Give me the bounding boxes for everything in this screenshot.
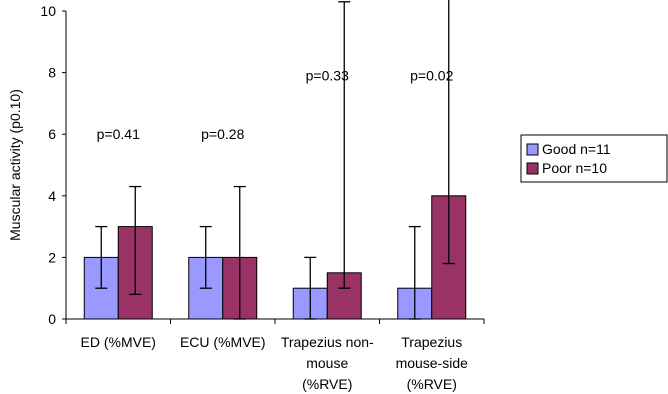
- legend-swatch-good: [526, 143, 539, 156]
- legend-swatch-poor: [526, 162, 539, 175]
- y-axis-title: Muscular activity (p0.10): [7, 89, 23, 241]
- category-label: Trapezius non-mouse (%RVE): [281, 334, 374, 392]
- category-label: ECU (%MVE): [180, 334, 266, 350]
- error-bars-layer: [95, 0, 455, 320]
- p-value-annotation: p=0.33: [306, 67, 349, 83]
- labels-layer: ED (%MVE) ECU (%MVE) Trapezius non-mouse (%…: [7, 67, 468, 392]
- p-value-annotation: p=0.02: [410, 67, 453, 83]
- category-label: ED (%MVE): [81, 334, 156, 350]
- legend-box: [520, 134, 668, 183]
- y-tick-label: 0: [48, 311, 56, 327]
- legend-label-good: Good n=11: [542, 141, 611, 157]
- category-label: Trapezius mouse-side (%RVE): [396, 334, 469, 392]
- y-tick-label: 2: [48, 249, 56, 265]
- p-value-annotation: p=0.28: [201, 126, 244, 142]
- y-tick-label: 4: [48, 188, 56, 204]
- y-tick-label: 6: [48, 126, 56, 142]
- legend-label-poor: Poor n=10: [542, 160, 607, 176]
- y-tick-label: 10: [40, 3, 56, 19]
- p-value-annotation: p=0.41: [97, 126, 140, 142]
- axes-layer: 0 2 4 6 8 10: [40, 3, 485, 327]
- bars-layer: [83, 195, 467, 320]
- legend: Good n=11 Poor n=10: [520, 134, 668, 183]
- y-tick-label: 8: [48, 65, 56, 81]
